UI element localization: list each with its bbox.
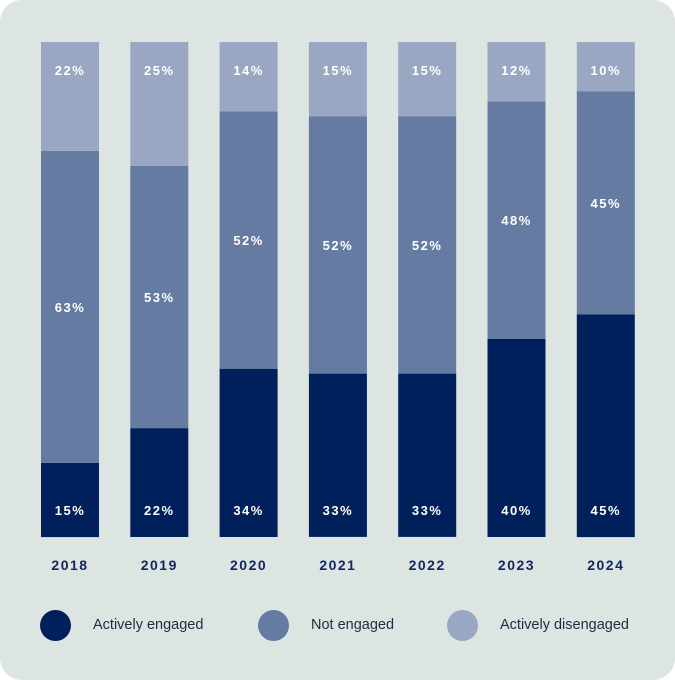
bar-actively-disengaged-2023 — [487, 42, 546, 102]
label-actively-disengaged-2024: 10% — [591, 63, 622, 78]
x-tick-label-2024: 2024 — [587, 557, 624, 573]
bar-actively-engaged-2018 — [41, 462, 99, 538]
bar-not-engaged-2022 — [398, 116, 457, 374]
label-not-engaged-2020: 52% — [233, 233, 264, 248]
label-actively-disengaged-2021: 15% — [323, 63, 354, 78]
label-actively-engaged-2022: 33% — [412, 503, 443, 518]
label-actively-engaged-2019: 22% — [144, 503, 175, 518]
label-not-engaged-2024: 45% — [591, 196, 622, 211]
legend-swatch-not-engaged — [258, 609, 289, 641]
legend-item-actively-engaged: Actively engaged — [40, 608, 203, 642]
legend-label-not-engaged: Not engaged — [311, 617, 395, 633]
bar-actively-engaged-2021 — [308, 373, 367, 537]
bar-actively-engaged-2023 — [487, 339, 546, 537]
bar-actively-disengaged-2024 — [576, 42, 635, 92]
label-actively-disengaged-2018: 22% — [55, 63, 86, 78]
x-tick-label-2020: 2020 — [230, 557, 267, 573]
label-actively-engaged-2018: 15% — [55, 503, 86, 518]
label-actively-disengaged-2023: 12% — [501, 63, 532, 78]
x-tick-label-2021: 2021 — [319, 557, 356, 573]
label-actively-disengaged-2022: 15% — [412, 63, 443, 78]
x-tick-label-2018: 2018 — [51, 557, 88, 573]
bar-not-engaged-2019 — [130, 165, 189, 429]
legend: Actively engaged Not engaged Actively di… — [0, 608, 675, 642]
label-actively-engaged-2021: 33% — [323, 503, 354, 518]
label-not-engaged-2019: 53% — [144, 290, 175, 305]
x-tick-label-2019: 2019 — [141, 557, 178, 573]
label-not-engaged-2022: 52% — [412, 238, 443, 253]
legend-swatch-actively-disengaged — [447, 609, 478, 641]
label-actively-engaged-2024: 45% — [591, 503, 622, 518]
label-actively-disengaged-2019: 25% — [144, 63, 175, 78]
bar-actively-disengaged-2022 — [398, 42, 457, 117]
legend-label-actively-engaged: Actively engaged — [93, 617, 204, 633]
bar-actively-engaged-2022 — [398, 373, 457, 537]
bar-actively-engaged-2020 — [219, 368, 278, 537]
stacked-bar-chart: 15% 63% 22% 2018 22% 53% 25% 2019 34% 52% 14% 2020 3… — [41, 42, 635, 573]
bar-actively-disengaged-2020 — [219, 42, 278, 112]
label-actively-engaged-2023: 40% — [501, 503, 532, 518]
bar-not-engaged-2024 — [576, 91, 635, 315]
legend-item-actively-disengaged: Actively disengaged — [447, 608, 629, 642]
bar-not-engaged-2021 — [308, 116, 367, 374]
legend-item-not-engaged: Not engaged — [258, 608, 394, 642]
bar-not-engaged-2018 — [41, 150, 99, 463]
x-tick-label-2023: 2023 — [498, 557, 535, 573]
bar-not-engaged-2020 — [219, 111, 278, 369]
legend-swatch-actively-engaged — [40, 609, 71, 641]
label-not-engaged-2018: 63% — [55, 300, 86, 315]
label-not-engaged-2023: 48% — [501, 213, 532, 228]
bar-actively-disengaged-2019 — [130, 42, 189, 166]
bar-not-engaged-2023 — [487, 101, 546, 340]
label-actively-disengaged-2020: 14% — [233, 63, 264, 78]
label-actively-engaged-2020: 34% — [233, 503, 264, 518]
label-not-engaged-2021: 52% — [323, 238, 354, 253]
bar-actively-engaged-2019 — [130, 428, 189, 537]
legend-label-actively-disengaged: Actively disengaged — [500, 617, 629, 633]
bar-actively-disengaged-2021 — [308, 42, 367, 117]
bar-actively-engaged-2024 — [576, 314, 635, 538]
bar-actively-disengaged-2018 — [41, 42, 99, 151]
x-tick-label-2022: 2022 — [409, 557, 446, 573]
